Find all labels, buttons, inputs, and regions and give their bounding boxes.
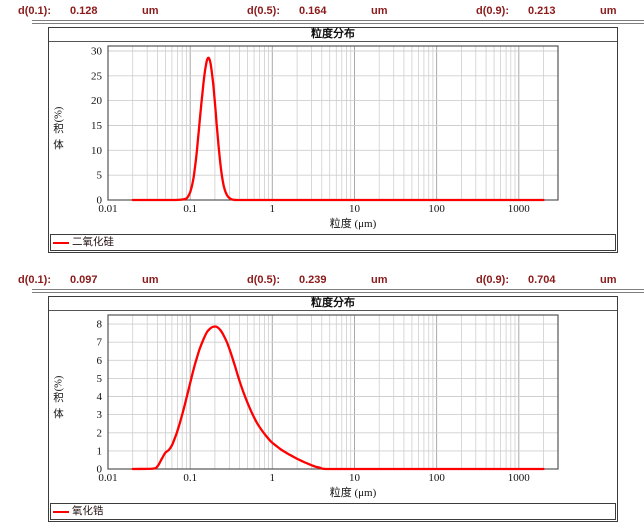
legend: 二氧化硅 <box>50 234 616 251</box>
d10-label: d(0.1): <box>18 274 51 286</box>
d50-unit: um <box>371 274 388 286</box>
y-axis-label: (%) 积体 <box>53 375 64 420</box>
svg-text:3: 3 <box>97 409 103 421</box>
d90-readout: d(0.9): 0.213 um <box>476 5 634 17</box>
chart-panel-zirconia: 粒度分布 (%) 积体 0 1 2 3 4 5 6 7 8 0.01 0.1 1 10 100 1000 粒度… <box>48 296 618 522</box>
d90-readout: d(0.9): 0.704 um <box>476 274 634 286</box>
svg-text:10: 10 <box>349 472 361 484</box>
svg-text:2: 2 <box>97 427 103 439</box>
d90-value: 0.704 <box>528 274 556 286</box>
svg-text:15: 15 <box>91 120 103 132</box>
plot-row: (%) 积体 0 5 10 15 20 25 30 0.01 0.1 1 10 100 1000 <box>49 42 617 218</box>
separator-double-line <box>32 20 644 24</box>
x-axis-label: 粒度 (μm) <box>329 487 377 499</box>
d10-label: d(0.1): <box>18 5 51 17</box>
chart-title: 粒度分布 <box>49 28 617 42</box>
d50-readout: d(0.5): 0.239 um <box>247 274 405 286</box>
svg-text:1: 1 <box>270 203 276 215</box>
svg-text:0.01: 0.01 <box>98 203 117 215</box>
d10-unit: um <box>142 5 159 17</box>
svg-text:10: 10 <box>349 203 361 215</box>
d90-value: 0.213 <box>528 5 556 17</box>
d-values-row: d(0.1): 0.097 um d(0.5): 0.239 um d(0.9)… <box>18 274 634 286</box>
svg-text:7: 7 <box>97 337 103 349</box>
legend-label: 氧化锆 <box>72 506 104 517</box>
d50-label: d(0.5): <box>247 5 280 17</box>
svg-text:0.01: 0.01 <box>98 472 117 484</box>
svg-text:0.1: 0.1 <box>183 203 197 215</box>
svg-text:100: 100 <box>428 472 445 484</box>
svg-text:5: 5 <box>97 170 103 182</box>
d90-unit: um <box>600 274 617 286</box>
svg-text:1000: 1000 <box>508 472 531 484</box>
svg-text:25: 25 <box>91 70 103 82</box>
d50-label: d(0.5): <box>247 274 280 286</box>
d-values-row: d(0.1): 0.128 um d(0.5): 0.164 um d(0.9)… <box>18 5 634 17</box>
svg-text:4: 4 <box>97 391 103 403</box>
d50-unit: um <box>371 5 388 17</box>
legend: 氧化锆 <box>50 503 616 520</box>
separator-double-line <box>32 289 644 293</box>
d50-value: 0.239 <box>299 274 327 286</box>
legend-label: 二氧化硅 <box>72 237 114 248</box>
svg-text:30: 30 <box>91 46 103 58</box>
svg-text:20: 20 <box>91 95 103 107</box>
legend-line-icon <box>53 241 69 244</box>
svg-text:0: 0 <box>97 195 103 207</box>
svg-text:100: 100 <box>428 203 445 215</box>
d10-readout: d(0.1): 0.128 um <box>18 5 176 17</box>
svg-text:8: 8 <box>97 319 103 331</box>
report-section-zirconia: d(0.1): 0.097 um d(0.5): 0.239 um d(0.9)… <box>0 274 644 522</box>
d90-unit: um <box>600 5 617 17</box>
svg-text:1: 1 <box>270 472 276 484</box>
d10-value: 0.128 <box>70 5 98 17</box>
d90-label: d(0.9): <box>476 5 509 17</box>
chart-title: 粒度分布 <box>49 297 617 311</box>
report-section-silica: d(0.1): 0.128 um d(0.5): 0.164 um d(0.9)… <box>0 5 644 253</box>
d10-value: 0.097 <box>70 274 98 286</box>
svg-text:0.1: 0.1 <box>183 472 197 484</box>
chart-panel-silica: 粒度分布 (%) 积体 0 5 10 15 20 25 30 0.01 0.1 1 10 100 1000… <box>48 27 618 253</box>
svg-text:5: 5 <box>97 373 103 385</box>
svg-text:10: 10 <box>91 145 103 157</box>
d10-unit: um <box>142 274 159 286</box>
y-axis-label: (%) 积体 <box>53 106 64 151</box>
particle-size-distribution-plot: 0 5 10 15 20 25 30 0.01 0.1 1 10 100 1000 <box>91 45 559 215</box>
d10-readout: d(0.1): 0.097 um <box>18 274 176 286</box>
d50-value: 0.164 <box>299 5 327 17</box>
svg-text:1000: 1000 <box>508 203 531 215</box>
svg-text:0: 0 <box>97 464 103 476</box>
plot-row: (%) 积体 0 1 2 3 4 5 6 7 8 0.01 0.1 1 10 100 1000 <box>49 311 617 487</box>
x-axis-label: 粒度 (μm) <box>329 218 377 230</box>
particle-size-distribution-plot: 0 1 2 3 4 5 6 7 8 0.01 0.1 1 10 100 1000 <box>97 314 559 484</box>
svg-text:6: 6 <box>97 355 103 367</box>
svg-text:1: 1 <box>97 445 103 457</box>
d90-label: d(0.9): <box>476 274 509 286</box>
legend-line-icon <box>53 510 69 513</box>
d50-readout: d(0.5): 0.164 um <box>247 5 405 17</box>
